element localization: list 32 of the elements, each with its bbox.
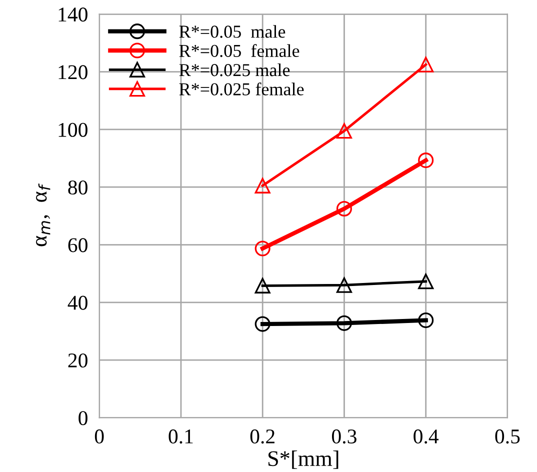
point <box>254 240 270 256</box>
y-tick-label: 100 <box>58 122 88 137</box>
point <box>336 200 352 217</box>
x-tick-label: 0.2 <box>250 429 274 444</box>
y-tick-label: 40 <box>68 296 88 310</box>
y-tick-label: 120 <box>58 65 88 80</box>
point <box>336 123 352 139</box>
point <box>418 56 434 72</box>
x-tick-label: 0.4 <box>414 429 439 444</box>
x-tick-label: 0.5 <box>495 429 520 444</box>
y-axis-title: α$_{m}$, α$_{f}$ <box>36 183 50 246</box>
point <box>418 274 434 290</box>
y-tick-label: 20 <box>68 353 88 368</box>
point <box>418 152 434 168</box>
x-axis-title: S*[mm] <box>268 450 338 469</box>
y-tick-label: 0 <box>78 411 88 426</box>
point <box>254 178 270 194</box>
point <box>336 315 352 331</box>
x-tick-label: 0.1 <box>168 429 193 444</box>
legend-label: R*=0.05 male <box>179 25 286 38</box>
x-tick-label: 0 <box>94 429 104 444</box>
point <box>254 316 270 332</box>
y-tick-label: 80 <box>68 180 88 195</box>
y-tick-label: 140 <box>58 8 88 22</box>
legend-label: R*=0.025 male <box>179 63 290 76</box>
point <box>336 277 352 293</box>
legend-label: R*=0.025 female <box>179 82 304 96</box>
point <box>418 312 434 328</box>
x-tick-label: 0.3 <box>332 429 356 444</box>
point <box>254 278 270 294</box>
y-tick-label: 60 <box>68 238 88 252</box>
legend-label: R*=0.05 female <box>179 44 300 58</box>
